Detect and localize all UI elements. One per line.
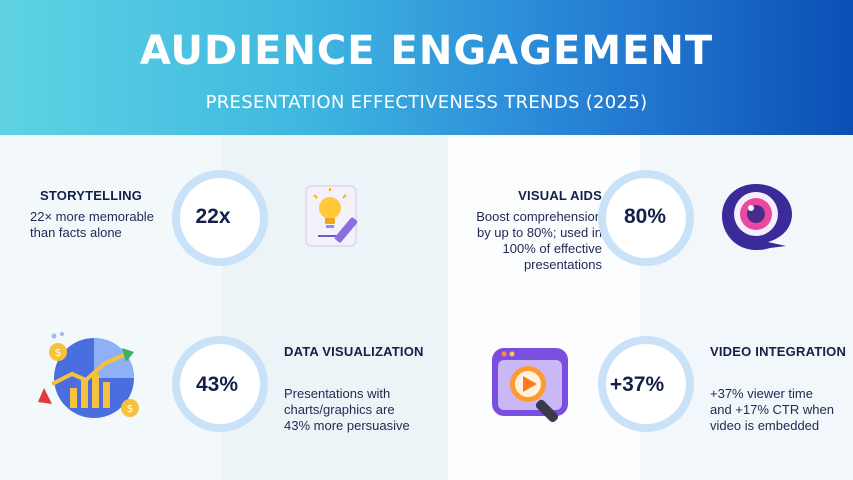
svg-text:$: $ [55,346,62,359]
stat-ring [598,336,694,432]
desc-line: Boost comprehension [476,209,602,224]
card-description: Boost comprehension by up to 80%; used i… [440,209,602,273]
desc-line: by up to 80%; used in [476,225,602,240]
eye-speech-bubble-icon [722,184,792,250]
svg-text:$: $ [127,402,134,415]
page-title: AUDIENCE ENGAGEMENT [139,28,714,74]
stat-ring [172,336,268,432]
stat-value: +37% [609,373,665,396]
desc-line: 43% more persuasive [284,418,410,433]
desc-line: 22× more memorable [30,209,154,224]
stat-ring [172,170,268,266]
desc-line: Presentations with [284,386,391,401]
page-subtitle: PRESENTATION EFFECTIVENESS TRENDS (2025) [205,92,648,113]
desc-line: +37% viewer time [710,386,813,401]
card-heading: DATA VISUALIZATION [284,344,424,359]
card-description: Presentations with charts/graphics are 4… [284,386,410,434]
stat-value: 22x [195,205,231,228]
desc-line: than facts alone [30,225,122,240]
chart-coins-icon: $ $ [38,332,139,418]
desc-line: 100% of effective [502,241,603,256]
desc-line: video is embedded [710,418,820,433]
card-description: +37% viewer time and +17% CTR when video… [710,386,834,434]
card-heading: STORYTELLING [40,188,143,203]
header-banner: AUDIENCE ENGAGEMENT PRESENTATION EFFECTI… [0,0,853,135]
desc-line: presentations [523,257,602,272]
stat-ring [598,170,694,266]
stat-value: 80% [623,205,667,228]
desc-line: charts/graphics are [284,402,395,417]
video-player-magnifier-icon [492,348,568,423]
card-heading: VIDEO INTEGRATION [710,344,847,359]
stat-value: 43% [195,373,239,396]
card-description: 22× more memorable than facts alone [30,209,154,241]
lightbulb-pencil-icon [305,185,358,247]
desc-line: and +17% CTR when [710,402,834,417]
card-heading: VISUAL AIDS [518,188,602,203]
